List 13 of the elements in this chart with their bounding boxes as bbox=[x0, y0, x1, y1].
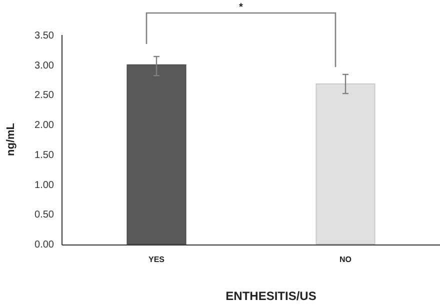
y-tick-label: 3.00 bbox=[34, 60, 54, 72]
x-tick-label: YES bbox=[148, 255, 166, 264]
y-tick-label: 1.00 bbox=[34, 180, 54, 191]
y-tick-label: 2.00 bbox=[34, 120, 54, 132]
y-tick-label: 0.50 bbox=[34, 210, 54, 221]
y-axis-title: ng/mL bbox=[5, 122, 17, 156]
x-tick-label: NO bbox=[340, 255, 352, 264]
y-tick-label: 1.50 bbox=[34, 150, 54, 161]
y-tick-label: 3.50 bbox=[34, 30, 54, 42]
y-tick-label: 2.50 bbox=[34, 90, 54, 102]
text: * bbox=[239, 2, 244, 13]
x-axis-title: ENTHESITIS/US bbox=[226, 289, 316, 303]
y-tick-label: 0.00 bbox=[34, 240, 54, 250]
